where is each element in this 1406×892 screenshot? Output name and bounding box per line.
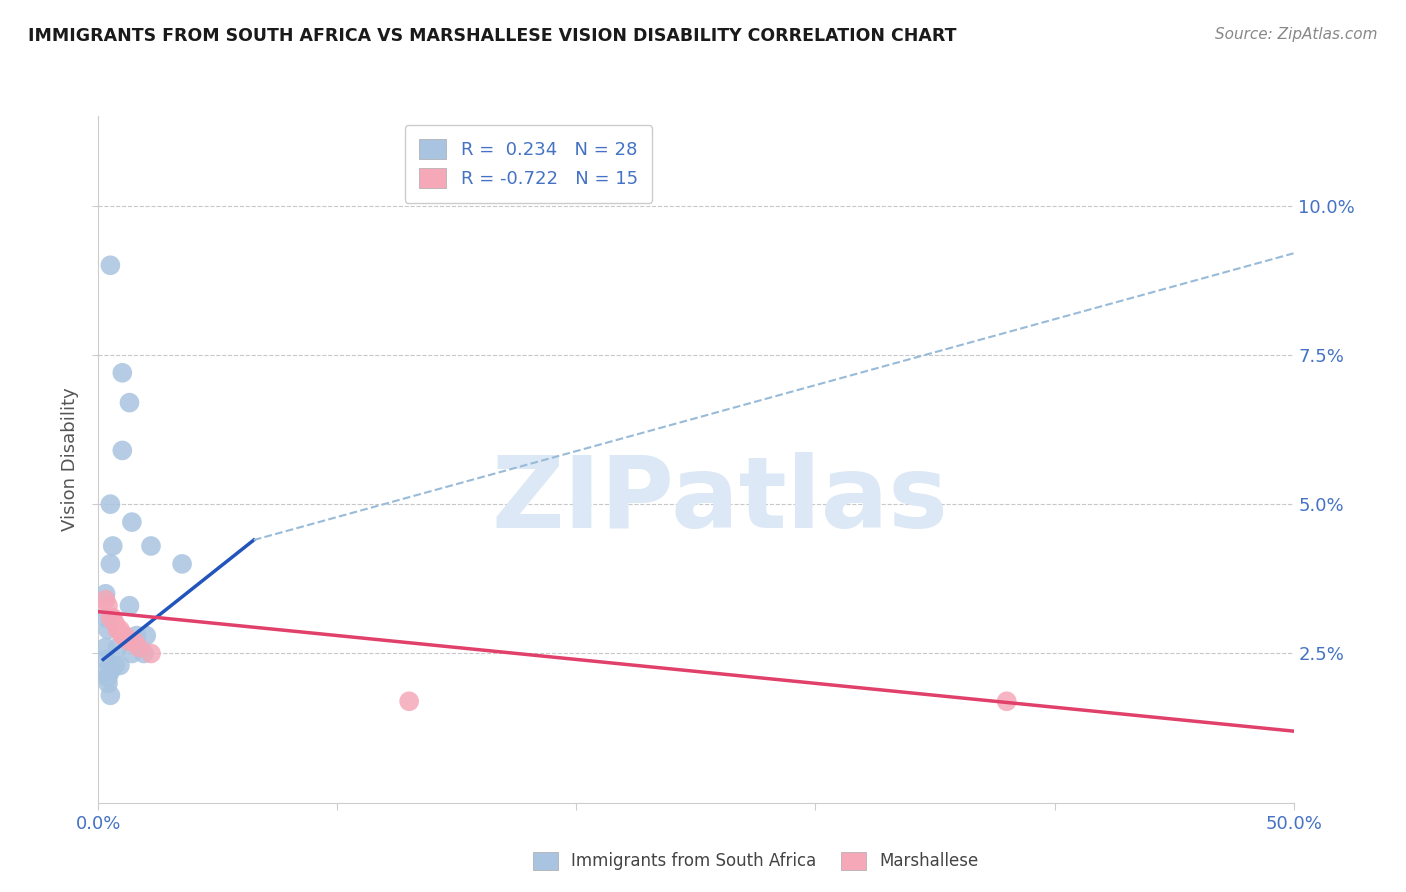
Point [121, 515, 143, 529]
Point [107, 623, 129, 637]
Point [108, 658, 131, 673]
Point [94, 652, 117, 666]
Point [995, 694, 1018, 708]
Point [118, 395, 141, 409]
Point [114, 629, 136, 643]
Point [97, 670, 120, 684]
Point [118, 599, 141, 613]
Point [97, 623, 120, 637]
Point [94, 610, 117, 624]
Point [107, 640, 129, 655]
Point [101, 539, 124, 553]
Point [121, 647, 143, 661]
Legend: Immigrants from South Africa, Marshallese: Immigrants from South Africa, Marshalles… [526, 845, 986, 877]
Point [98, 258, 122, 272]
Text: Source: ZipAtlas.com: Source: ZipAtlas.com [1215, 27, 1378, 42]
Point [101, 610, 124, 624]
Point [94, 587, 117, 601]
Point [104, 658, 127, 673]
Point [135, 629, 157, 643]
Point [108, 623, 131, 637]
Point [97, 599, 120, 613]
Point [94, 665, 117, 679]
Point [111, 366, 134, 380]
Point [128, 640, 150, 655]
Point [139, 647, 162, 661]
Point [104, 616, 127, 631]
Point [98, 557, 122, 571]
Point [98, 497, 122, 511]
Point [98, 665, 122, 679]
Y-axis label: Vision Disability: Vision Disability [60, 387, 79, 532]
Point [94, 592, 117, 607]
Point [98, 688, 122, 702]
Point [172, 557, 194, 571]
Point [98, 610, 122, 624]
Point [132, 647, 155, 661]
Text: IMMIGRANTS FROM SOUTH AFRICA VS MARSHALLESE VISION DISABILITY CORRELATION CHART: IMMIGRANTS FROM SOUTH AFRICA VS MARSHALL… [28, 27, 956, 45]
Point [124, 634, 146, 648]
Point [118, 634, 141, 648]
Text: ZIPatlas: ZIPatlas [492, 452, 948, 549]
Point [97, 676, 120, 690]
Point [125, 629, 148, 643]
Point [94, 640, 117, 655]
Point [139, 539, 162, 553]
Point [398, 694, 420, 708]
Point [111, 443, 134, 458]
Point [111, 629, 134, 643]
